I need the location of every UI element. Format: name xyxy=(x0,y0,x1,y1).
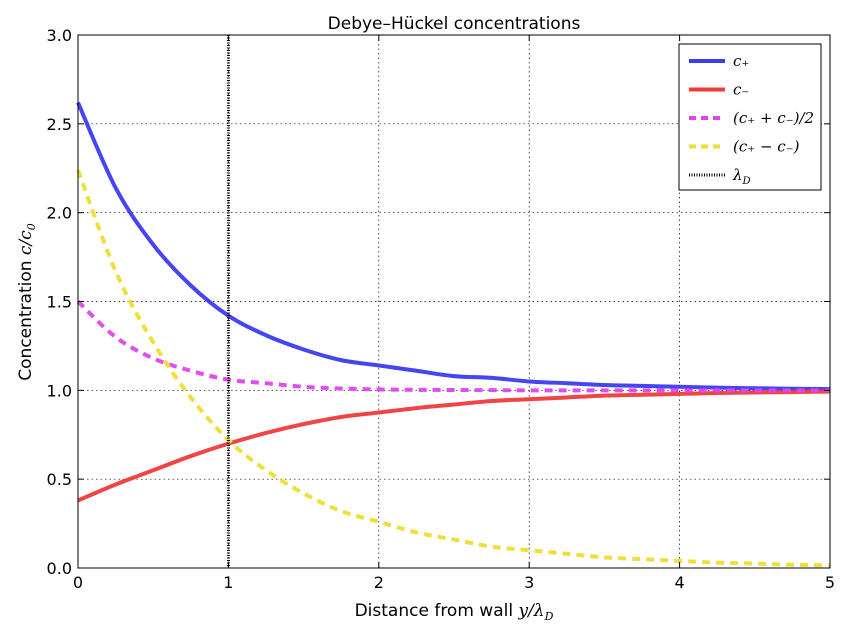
series-line-3 xyxy=(76,169,831,568)
legend-label-2: (c₊ + c₋)/2 xyxy=(733,109,814,127)
y-tick-label: 0.0 xyxy=(47,559,72,578)
legend-label-4: λD xyxy=(732,166,751,187)
y-axis-label: Concentration c/c0 xyxy=(16,223,38,380)
legend-label-0: c₊ xyxy=(733,52,749,70)
y-tick-labels: 0.0 0.5 1.0 1.5 2.0 2.5 3.0 xyxy=(47,26,72,578)
axis-ticks xyxy=(77,34,831,569)
legend-label-3: (c₊ − c₋) xyxy=(733,138,800,156)
y-tick-label: 2.0 xyxy=(47,204,72,223)
y-tick-label: 2.5 xyxy=(47,115,72,134)
y-tick-label: 0.5 xyxy=(47,470,72,489)
x-tick-label: 4 xyxy=(675,573,685,592)
series-line-1 xyxy=(77,389,831,503)
x-tick-label: 5 xyxy=(825,573,835,592)
y-tick-label: 1.0 xyxy=(47,381,72,400)
y-tick-label: 3.0 xyxy=(47,26,72,45)
x-tick-label: 0 xyxy=(73,573,83,592)
x-axis-label: Distance from wall y/λD xyxy=(355,601,554,623)
y-tick-label: 1.5 xyxy=(47,293,72,312)
legend: c₊ c₋ (c₊ + c₋)/2 (c₊ − c₋) λD xyxy=(678,43,822,191)
series-layer xyxy=(76,101,831,568)
chart-title: Debye–Hückel concentrations xyxy=(328,14,581,34)
series-line-2 xyxy=(76,300,830,393)
series-line-0 xyxy=(76,101,831,392)
x-tick-label: 3 xyxy=(524,573,534,592)
x-tick-label: 2 xyxy=(374,573,384,592)
x-tick-labels: 0 1 2 3 4 5 xyxy=(73,573,835,592)
x-tick-label: 1 xyxy=(223,573,233,592)
legend-label-1: c₋ xyxy=(733,81,749,99)
